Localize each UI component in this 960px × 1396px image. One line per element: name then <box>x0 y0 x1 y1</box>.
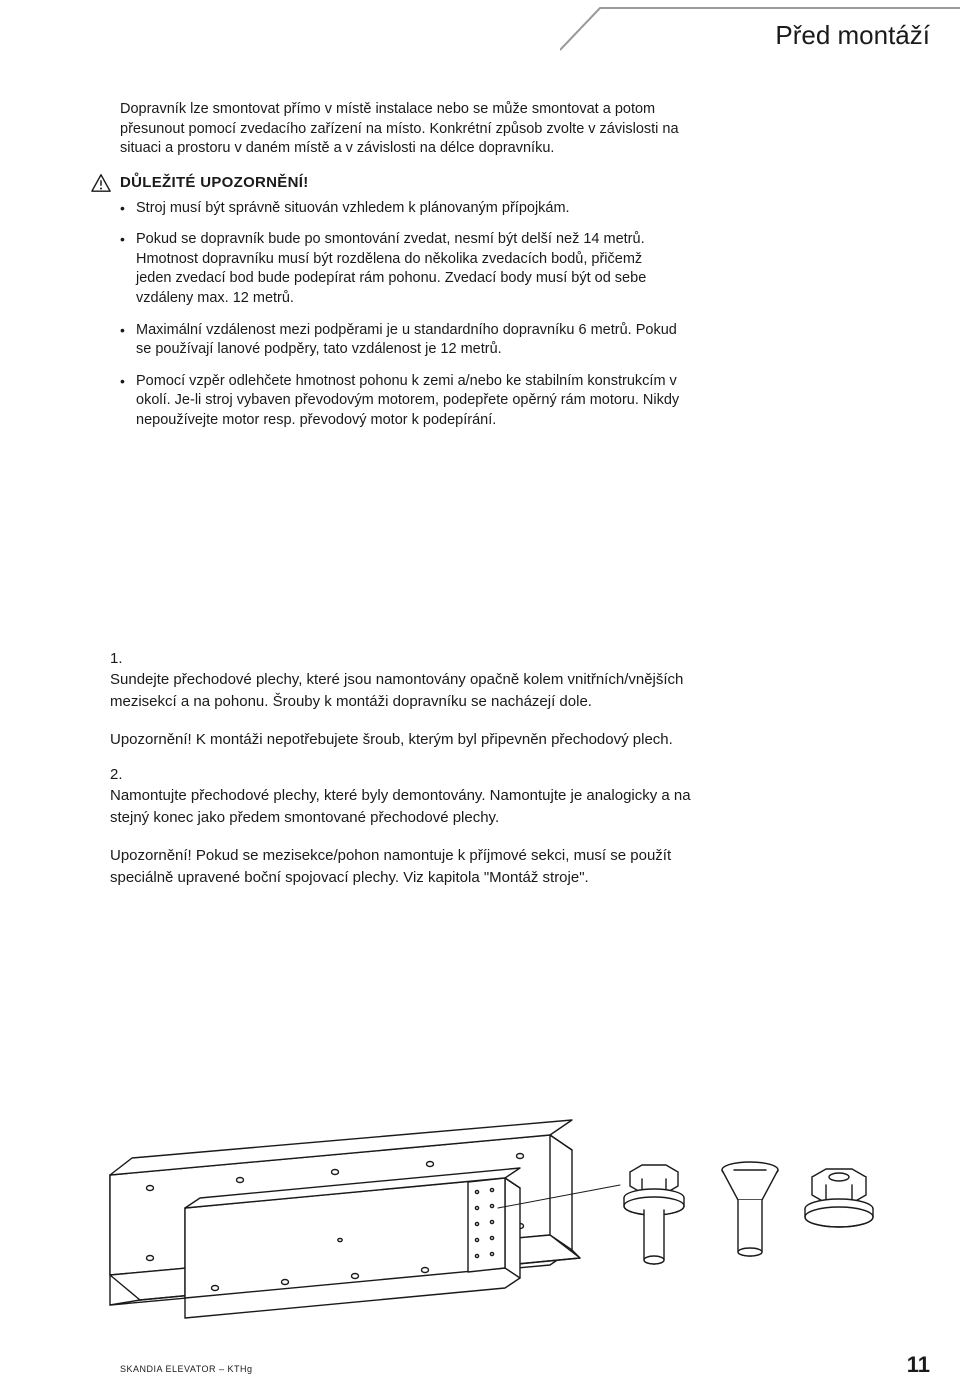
warning-bullet: Stroj musí být správně situován vzhledem… <box>120 199 680 219</box>
warning-title: DŮLEŽITÉ UPOZORNĚNÍ! <box>120 174 309 191</box>
warning-bullet: Maximální vzdálenost mezi podpěrami je u… <box>120 321 680 360</box>
footer-page-number: 11 <box>907 1352 930 1378</box>
step-note: Upozornění! K montáži nepotřebujete šrou… <box>110 729 710 751</box>
step-number: 1. <box>110 650 710 667</box>
warning-heading: DŮLEŽITÉ UPOZORNĚNÍ! <box>120 173 680 193</box>
page-footer: SKANDIA ELEVATOR – KTHg 11 <box>120 1352 930 1378</box>
step-number: 2. <box>110 766 710 783</box>
step-text: Namontujte přechodové plechy, které byly… <box>110 785 710 829</box>
warning-bullet-list: Stroj musí být správně situován vzhledem… <box>120 199 680 431</box>
warning-icon <box>90 173 112 193</box>
footer-doc-id: SKANDIA ELEVATOR – KTHg <box>120 1364 253 1374</box>
warning-bullet: Pokud se dopravník bude po smontování zv… <box>120 230 680 308</box>
steps-block: 1. Sundejte přechodové plechy, které jso… <box>110 650 710 904</box>
step-text: Sundejte přechodové plechy, které jsou n… <box>110 669 710 713</box>
step-note: Upozornění! Pokud se mezisekce/pohon nam… <box>110 845 710 889</box>
page-title: Před montáží <box>775 20 930 51</box>
intro-paragraph: Dopravník lze smontovat přímo v místě in… <box>120 100 680 159</box>
assembly-illustration <box>80 1040 900 1330</box>
warning-bullet: Pomocí vzpěr odlehčete hmotnost pohonu k… <box>120 372 680 431</box>
content-block: Dopravník lze smontovat přímo v místě in… <box>120 100 680 442</box>
page: Před montáží Dopravník lze smontovat pří… <box>0 0 960 1396</box>
